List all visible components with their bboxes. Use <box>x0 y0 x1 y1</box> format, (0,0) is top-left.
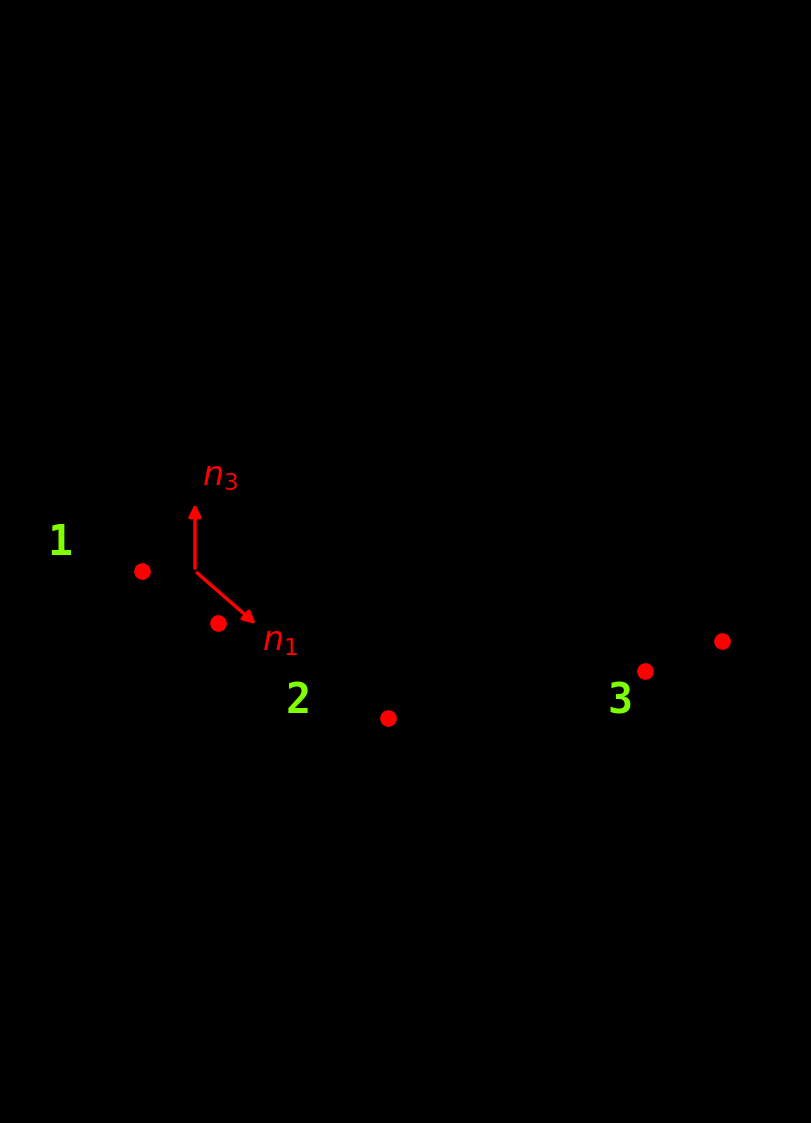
Point <box>381 709 394 727</box>
Text: 3: 3 <box>607 681 632 722</box>
Text: 1: 1 <box>47 522 72 564</box>
Text: 2: 2 <box>285 681 310 722</box>
Point <box>135 562 148 579</box>
Text: $n_1$: $n_1$ <box>262 626 298 658</box>
Point <box>211 614 224 632</box>
Point <box>637 663 650 681</box>
Text: $n_3$: $n_3$ <box>202 460 238 493</box>
Point <box>714 632 727 650</box>
